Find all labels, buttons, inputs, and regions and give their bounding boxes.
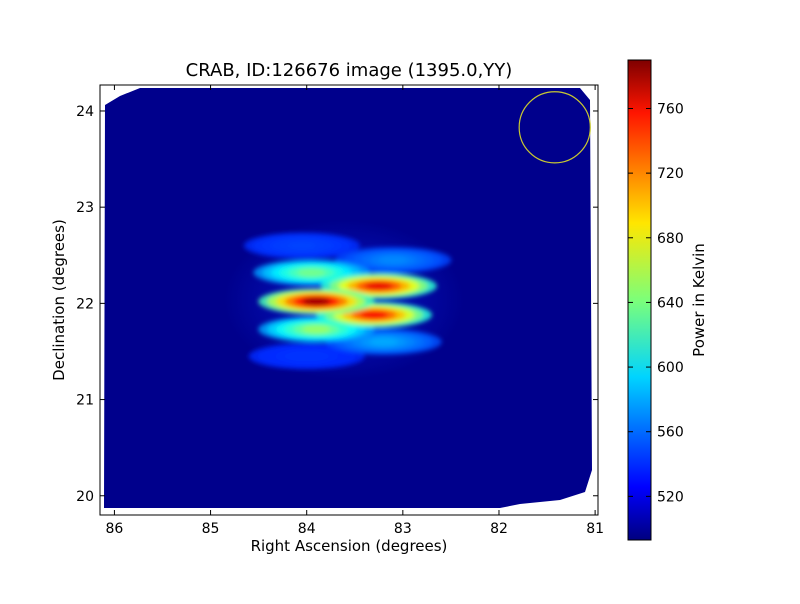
y-tick-label: 24 [76,104,94,120]
y-axis-label: Declination (degrees) [50,219,68,381]
beam-circle [518,91,591,164]
blob-level [302,297,331,306]
blob-level [364,282,393,291]
blob-level [292,352,321,361]
plot-frame [99,84,599,516]
intensity-blob [248,343,365,370]
x-tick-label: 85 [202,521,220,537]
colorbar-ticks: 520 560 600 640 680 720 760 [628,101,684,505]
colorbar-label: Power in Kelvin [690,243,708,357]
blob-level [369,337,398,346]
y-tick-label: 21 [76,393,94,409]
blob-level [287,241,316,250]
x-tick-label: 81 [586,521,604,537]
colorbar-tick-label: 640 [657,295,684,311]
colorbar-tick-label: 600 [657,360,684,376]
colorbar-tick-label: 720 [657,166,684,182]
x-axis-ticks: 86 85 84 83 82 81 [106,85,604,537]
colorbar [628,60,651,540]
x-tick-label: 82 [490,521,508,537]
x-tick-label: 84 [298,521,316,537]
colorbar-frame [627,59,652,541]
blob-level [359,310,388,319]
intensity-blob [243,232,360,259]
blob-level [297,268,326,277]
blob-level [302,325,331,334]
blob-level [379,256,408,265]
intensity-blob [335,247,452,274]
y-tick-label: 23 [76,200,94,216]
x-tick-label: 86 [106,521,124,537]
x-axis-label: Right Ascension (degrees) [251,537,448,555]
colorbar-tick-label: 680 [657,231,684,247]
colorbar-tick-label: 560 [657,425,684,441]
y-tick-label: 22 [76,296,94,312]
chart-title: CRAB, ID:126676 image (1395.0,YY) [186,60,513,81]
intensity-blob [325,328,442,355]
intensity-blob [258,288,375,315]
colorbar-tick-label: 760 [657,101,684,117]
y-tick-label: 20 [76,489,94,505]
x-tick-label: 83 [394,521,412,537]
colorbar-tick-label: 520 [657,489,684,505]
y-axis-ticks: 20 21 22 23 24 [76,104,598,505]
